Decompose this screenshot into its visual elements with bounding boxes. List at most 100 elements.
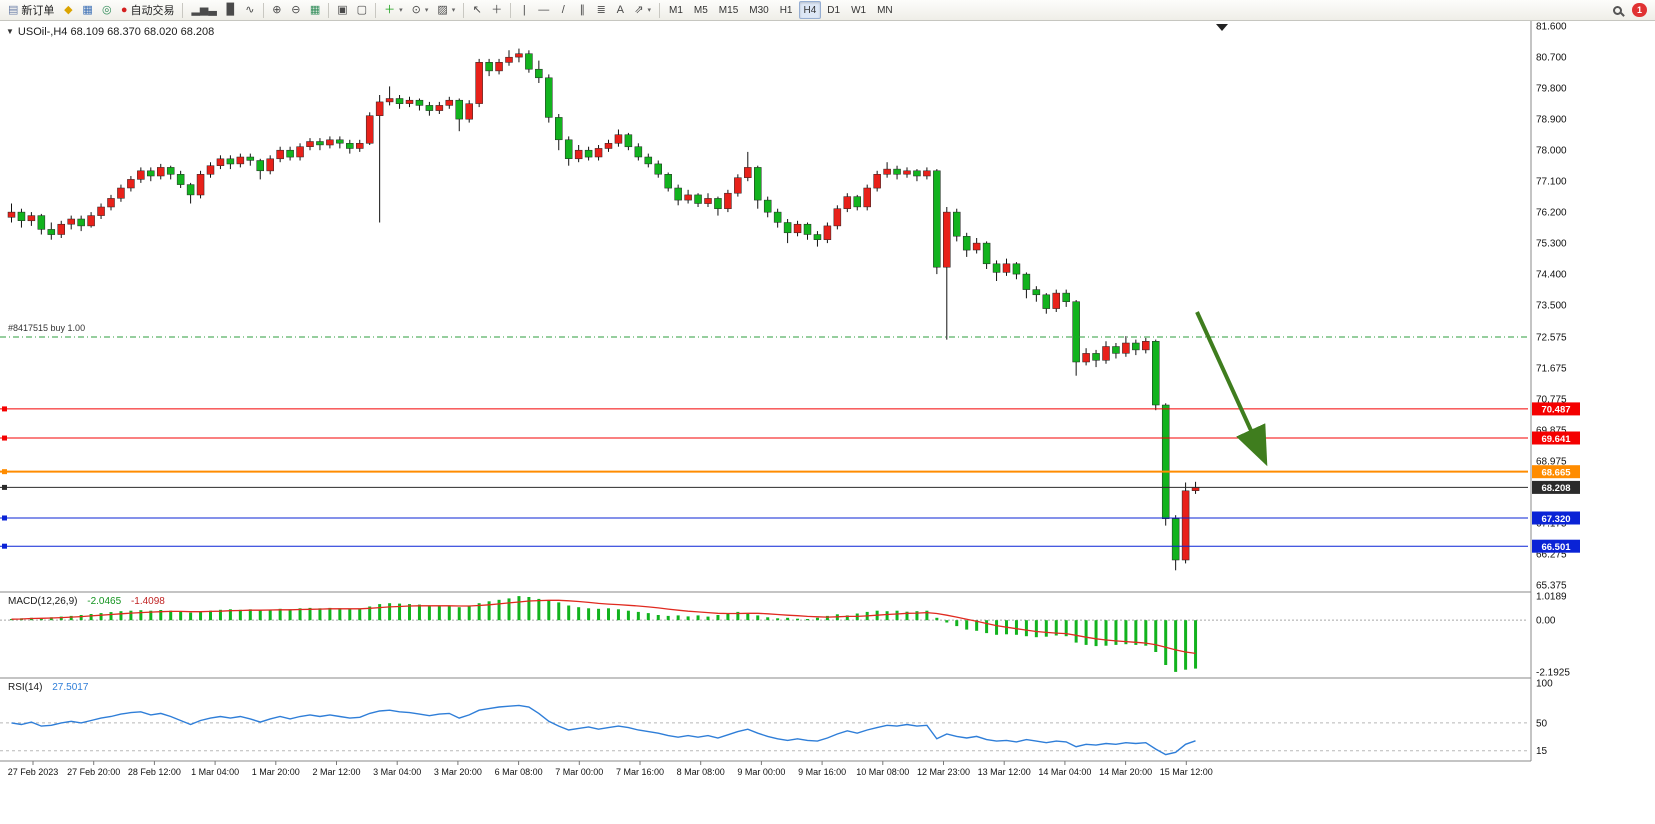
candle-body — [87, 215, 95, 227]
charts-cascade-button[interactable]: ▢ — [353, 1, 371, 19]
trendline-button[interactable]: / — [554, 1, 572, 19]
orange-level-line[interactable] — [0, 469, 1528, 475]
arrow-objects-button[interactable]: ⇗ ▾ — [630, 1, 655, 19]
time-axis-label: 13 Mar 12:00 — [978, 767, 1031, 777]
candle-body — [843, 196, 852, 209]
resistance-1-line[interactable] — [0, 406, 1528, 412]
candle-body — [1072, 301, 1080, 363]
equidistant-channel-button[interactable]: ∥ — [573, 1, 591, 19]
candle-body — [574, 149, 583, 160]
candle-body — [47, 229, 56, 235]
time-axis-label: 1 Mar 04:00 — [191, 767, 239, 777]
navigator-icon: ◎ — [102, 3, 112, 16]
notification-badge[interactable]: 1 — [1632, 3, 1647, 17]
candlestick-chart-icon: ▉ — [226, 3, 236, 16]
candle-body — [1132, 342, 1140, 351]
support-1-line[interactable] — [0, 515, 1528, 521]
cursor-button[interactable]: ↖ — [468, 1, 486, 19]
support-1-price-badge — [1532, 511, 1580, 525]
candle-body — [754, 167, 762, 201]
current-price-price-badge — [1532, 480, 1580, 494]
periods-button[interactable]: ⊙ ▾ — [408, 1, 433, 19]
add-indicator-icon: ＋ — [384, 3, 396, 16]
resistance-2-line[interactable] — [0, 435, 1528, 441]
timeframe-m1-button[interactable]: M1 — [668, 4, 683, 16]
candle-body — [1042, 294, 1051, 309]
candlestick-chart-button[interactable]: ▉ — [222, 1, 240, 19]
candle-body — [246, 156, 255, 161]
down-arrow-annotation[interactable] — [1195, 311, 1268, 467]
candle-body — [127, 179, 135, 189]
text-label-button[interactable]: A — [611, 1, 629, 19]
vertical-line-button[interactable]: | — [515, 1, 533, 19]
support-1-badge-value: 67.320 — [1541, 514, 1570, 525]
candle-body — [684, 194, 692, 201]
line-handle[interactable] — [2, 543, 7, 549]
candle-body — [1062, 292, 1070, 302]
zoom-out-button[interactable]: ⊖ — [287, 1, 305, 19]
time-axis-label: 7 Mar 00:00 — [555, 767, 603, 777]
support-2-line[interactable] — [0, 543, 1528, 549]
axis-tick-label: 70.775 — [1536, 395, 1567, 406]
current-price-line[interactable] — [0, 484, 1528, 490]
templates-button[interactable]: ▨ ▾ — [433, 1, 459, 19]
timeframe-h4-button[interactable]: H4 — [798, 1, 822, 19]
timeframe-mn-button[interactable]: MN — [877, 4, 893, 16]
time-axis-label: 9 Mar 00:00 — [737, 767, 785, 777]
candle-body — [236, 156, 245, 165]
candle-body — [415, 99, 424, 106]
timeframe-h1-button[interactable]: H1 — [779, 4, 793, 16]
timeframe-d1-button[interactable]: D1 — [827, 4, 841, 16]
chart-shift-marker[interactable] — [1216, 24, 1228, 31]
candle-body — [1181, 490, 1190, 561]
timeframe-w1-button[interactable]: W1 — [851, 4, 867, 16]
candle-body — [7, 211, 16, 218]
zoom-in-button[interactable]: ⊕ — [268, 1, 286, 19]
axis-tick-label: 81.600 — [1536, 22, 1567, 33]
auto-trading-button[interactable]: ● 自动交易 — [117, 1, 179, 19]
candle-body — [276, 149, 284, 160]
current-price-badge-value: 68.208 — [1541, 483, 1570, 494]
candle-body — [624, 134, 633, 148]
candle-body — [992, 263, 1001, 273]
data-window-button[interactable]: ▦ — [78, 1, 96, 19]
line-handle[interactable] — [2, 469, 7, 475]
periods-icon: ⊙ — [411, 3, 421, 16]
ohlc-bars-button[interactable]: ▂▅▃ — [187, 1, 220, 19]
add-indicator-button[interactable]: ＋ ▾ — [380, 1, 407, 19]
market-watch-button[interactable]: ◆ — [59, 1, 77, 19]
timeframe-m15-button[interactable]: M15 — [718, 4, 739, 16]
candle-body — [803, 223, 812, 235]
chevron-down-icon: ▾ — [647, 7, 651, 14]
candle-body — [395, 98, 404, 104]
axis-tick-label: 75.300 — [1536, 239, 1567, 250]
toolbar-separator — [510, 2, 512, 18]
collapse-panel-icon[interactable]: ▼ — [6, 27, 14, 36]
charts-arrange-button[interactable]: ▣ — [333, 1, 351, 19]
timeframe-m5-button[interactable]: M5 — [693, 4, 708, 16]
candle-body — [1122, 342, 1130, 354]
price-chart[interactable]: 81.600 80.700 79.800 78.900 78.000 77.100 76.2… — [0, 21, 1655, 783]
line-handle[interactable] — [2, 406, 7, 412]
line-handle[interactable] — [2, 435, 7, 441]
line-chart-button[interactable]: ∿ — [241, 1, 259, 19]
new-order-button[interactable]: ▤ 新订单 — [4, 1, 58, 19]
candle-body — [286, 149, 294, 158]
candle-body — [117, 187, 125, 199]
candle-body — [266, 158, 274, 172]
horizontal-line-button[interactable]: — — [534, 1, 553, 19]
line-handle[interactable] — [2, 484, 7, 490]
navigator-button[interactable]: ◎ — [98, 1, 116, 19]
timeframe-m30-button[interactable]: M30 — [749, 4, 769, 16]
chart-title: ▼ USOil-,H4 68.109 68.370 68.020 68.208 — [6, 26, 214, 38]
crosshair-icon: ＋ — [491, 3, 503, 16]
chevron-down-icon: ▾ — [399, 7, 403, 14]
candle-body — [465, 103, 473, 120]
line-handle[interactable] — [2, 515, 7, 521]
search-button[interactable] — [1608, 1, 1626, 19]
fibonacci-button[interactable]: ≣ — [592, 1, 610, 19]
candle-body — [1032, 289, 1041, 296]
tile-windows-button[interactable]: ▦ — [306, 1, 324, 19]
toolbar-separator — [463, 2, 465, 18]
crosshair-button[interactable]: ＋ — [487, 1, 506, 19]
